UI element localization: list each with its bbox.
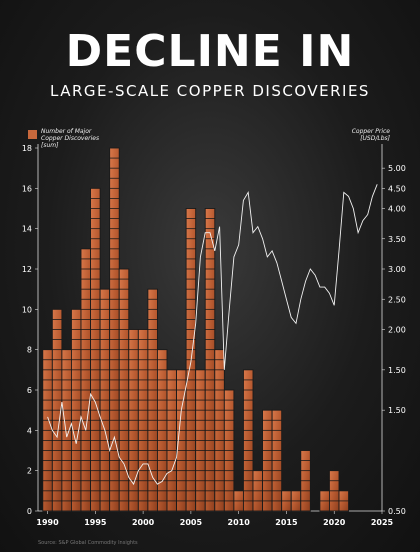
left-tick-label-8: 8	[27, 346, 32, 355]
legend-bar-swatch	[28, 130, 37, 139]
right-tick-label-1: 1.50	[388, 406, 406, 415]
source-note: Source: S&P Global Commodity Insights	[38, 540, 138, 546]
legend-discoveries: Number of Major Copper Discoveries [sum]	[28, 128, 99, 149]
chart-title: DECLINE IN	[65, 26, 355, 77]
copper-price-line	[47, 184, 378, 486]
legend-discoveries-line1: Number of Major	[41, 128, 92, 135]
left-tick-label-6: 6	[27, 386, 32, 395]
left-tick-label-10: 10	[22, 305, 32, 314]
x-tick-label-2020: 2020	[323, 518, 346, 527]
price-line-group	[47, 184, 378, 486]
left-tick-label-2: 2	[27, 467, 32, 476]
legend-price: Copper Price [USD/Lbs]	[352, 128, 390, 142]
left-tick-label-16: 16	[22, 184, 32, 193]
bar-grid-group	[42, 157, 349, 502]
tick-labels-group: 0 2 4 6 8 10 12 14 16 18 0.50 1.50 1.50 2.00 2.50 3.00 3…	[22, 144, 406, 527]
left-tick-label-14: 14	[22, 225, 32, 234]
right-tick-label-7: 4.00	[388, 205, 406, 214]
left-tick-label-0: 0	[27, 507, 32, 516]
left-tick-label-12: 12	[22, 265, 32, 274]
right-tick-label-8: 4.50	[388, 184, 406, 193]
legend-discoveries-line2: Copper Discoveries	[41, 135, 100, 142]
x-tick-label-1990: 1990	[36, 518, 59, 527]
x-tick-label-2005: 2005	[180, 518, 203, 527]
x-tick-label-2000: 2000	[132, 518, 155, 527]
legend-discoveries-label: Number of Major Copper Discoveries [sum]	[41, 128, 99, 149]
right-tick-label-0: 0.50	[388, 507, 406, 516]
x-tick-label-2015: 2015	[275, 518, 298, 527]
left-tick-label-18: 18	[22, 144, 32, 153]
chart-subtitle: LARGE-SCALE COPPER DISCOVERIES	[50, 82, 370, 100]
legend-price-line2: [USD/Lbs]	[360, 135, 390, 142]
right-tick-label-3: 2.00	[388, 326, 406, 335]
x-tick-label-1995: 1995	[84, 518, 107, 527]
x-tick-label-2010: 2010	[228, 518, 251, 527]
right-tick-label-6: 3.50	[388, 235, 406, 244]
x-tick-label-2025: 2025	[371, 518, 394, 527]
right-tick-label-9: 5.00	[388, 164, 406, 173]
legend-discoveries-line3: [sum]	[41, 142, 59, 149]
legend-price-line1: Copper Price	[351, 128, 390, 135]
right-tick-label-4: 2.50	[388, 295, 406, 304]
right-tick-label-5: 3.00	[388, 265, 406, 274]
right-tick-label-2: 1.50	[388, 366, 406, 375]
left-tick-label-4: 4	[27, 426, 32, 435]
